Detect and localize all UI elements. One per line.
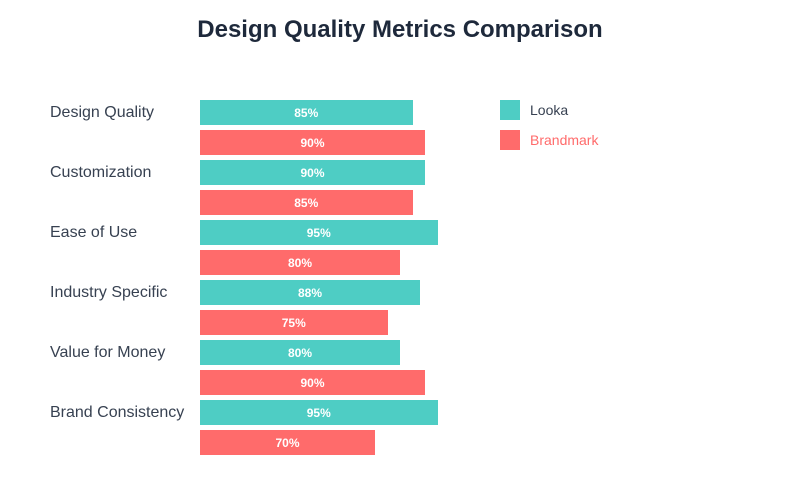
category-label: Design Quality [50,104,155,121]
category-label: Industry Specific [50,284,168,301]
legend-swatch [500,130,520,150]
data-label: 70% [275,436,300,450]
chart-title: Design Quality Metrics Comparison [197,16,603,43]
category-label: Brand Consistency [50,404,185,421]
category-label: Ease of Use [50,224,138,241]
data-label: 80% [287,346,313,360]
bar-looka: 88% [200,280,420,305]
bar-brandmark: 85% [200,190,413,215]
bar-brandmark: 90% [200,130,425,155]
bar-brandmark: 80% [200,250,400,275]
data-label: 85% [294,196,319,210]
bar-looka: 95% [200,220,438,245]
legend-item-brandmark: Brandmark [500,130,598,150]
bar-brandmark: 90% [200,370,425,395]
category-label: Customization [50,164,152,181]
legend-label: Brandmark [530,132,599,148]
data-label: 90% [300,376,325,390]
legend-swatch [500,100,520,120]
category-label: Value for Money [50,344,166,361]
bar-looka: 90% [200,160,425,185]
bar-looka: 95% [200,400,438,425]
data-label: 80% [287,256,313,270]
legend-label: Looka [530,102,569,118]
bar-looka: 80% [200,340,400,365]
data-label: 75% [281,316,306,330]
bar-brandmark: 70% [200,430,375,455]
data-label: 85% [294,106,319,120]
data-label: 95% [306,406,331,420]
bar-looka: 85% [200,100,413,125]
data-label: 90% [300,166,325,180]
bar-brandmark: 75% [200,310,388,335]
data-label: 90% [300,136,325,150]
data-label: 95% [306,226,331,240]
legend-item-looka: Looka [500,100,568,120]
data-label: 88% [297,286,323,300]
